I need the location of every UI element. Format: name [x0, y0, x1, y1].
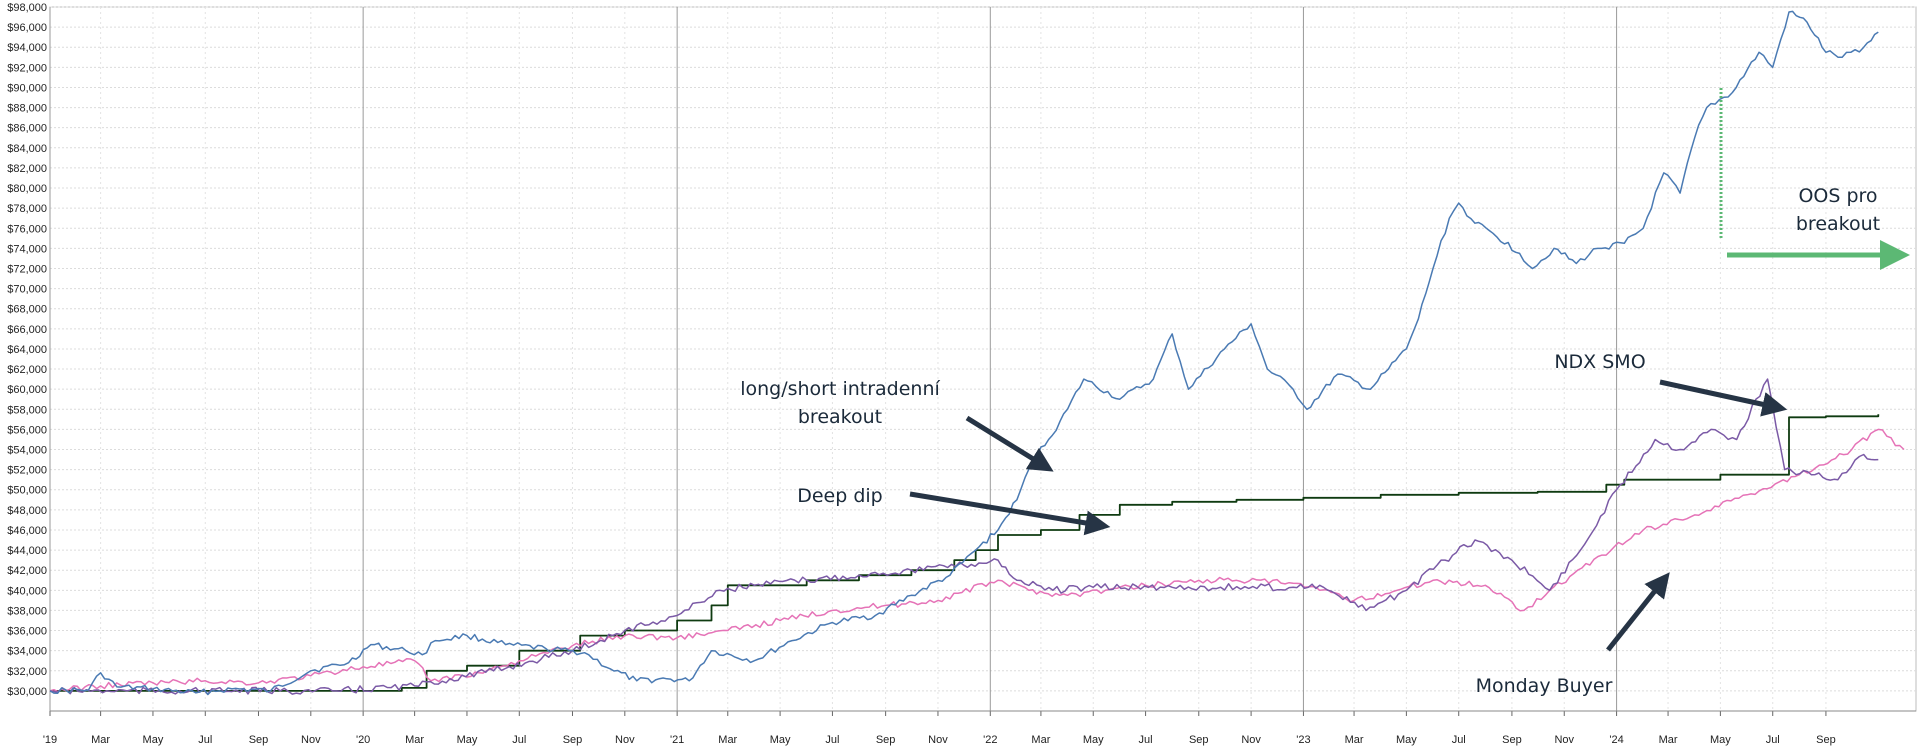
y-tick-label: $58,000 [7, 404, 47, 416]
annotation-deep-dip: Deep dip [797, 485, 883, 507]
series-line-pink [49, 428, 1905, 693]
x-tick-label: Sep [249, 734, 269, 746]
x-tick-label: Jul [825, 734, 839, 746]
y-tick-label: $94,000 [7, 42, 47, 54]
annotation-line: Deep dip [797, 485, 883, 507]
x-tick-label: May [770, 734, 791, 746]
x-tick-label: Sep [1816, 734, 1836, 746]
x-tick-label: '20 [356, 734, 370, 746]
y-tick-label: $64,000 [7, 344, 47, 356]
series-line-green [49, 414, 1880, 692]
annotation-line: breakout [1796, 213, 1880, 235]
grid [49, 6, 1917, 712]
y-tick-label: $82,000 [7, 163, 47, 175]
x-tick-label: Nov [301, 734, 321, 746]
y-tick-label: $72,000 [7, 263, 47, 275]
y-tick-label: $54,000 [7, 445, 47, 457]
y-tick-label: $34,000 [7, 646, 47, 658]
x-tick-label: May [1396, 734, 1417, 746]
y-tick-label: $40,000 [7, 585, 47, 597]
y-tick-label: $62,000 [7, 364, 47, 376]
annotation-monday-buyer: Monday Buyer [1476, 675, 1613, 697]
annotation-long-short-breakout: long/short intradenní breakout [740, 378, 940, 428]
x-tick-label: '23 [1296, 734, 1310, 746]
y-tick-label: $32,000 [7, 666, 47, 678]
x-tick-label: '21 [670, 734, 684, 746]
y-tick-label: $38,000 [7, 605, 47, 617]
x-tick-label: Sep [876, 734, 896, 746]
x-tick-label: Sep [1189, 734, 1209, 746]
y-tick-label: $44,000 [7, 545, 47, 557]
y-tick-label: $96,000 [7, 22, 47, 34]
y-tick-label: $92,000 [7, 62, 47, 74]
x-tick-label: Nov [1241, 734, 1261, 746]
y-tick-label: $84,000 [7, 143, 47, 155]
y-tick-label: $46,000 [7, 525, 47, 537]
arrow-deep-dip [909, 491, 1111, 536]
x-tick-label: '22 [983, 734, 997, 746]
x-tick-label: Mar [1031, 734, 1050, 746]
y-tick-label: $56,000 [7, 424, 47, 436]
arrow-long-short-breakout [965, 415, 1054, 472]
y-tick-label: $70,000 [7, 284, 47, 296]
series-line-purple [49, 378, 1879, 695]
annotation-oos-breakout: OOS pro breakout [1796, 185, 1880, 235]
annotation-ndx-smo: NDX SMO [1554, 351, 1645, 373]
x-tick-label: Sep [1502, 734, 1522, 746]
x-tick-label: Mar [1659, 734, 1678, 746]
arrow-monday-buyer [1606, 572, 1670, 652]
y-tick-label: $60,000 [7, 384, 47, 396]
series-line-blue [49, 10, 1879, 696]
y-tick-label: $52,000 [7, 465, 47, 477]
x-tick-label: Nov [615, 734, 635, 746]
annotation-group: long/short intradenní breakout Deep dip NDX… [740, 88, 1910, 697]
series-group [49, 10, 1905, 696]
y-tick-label: $88,000 [7, 103, 47, 115]
x-tick-label: Sep [563, 734, 583, 746]
arrow-ndx-smo [1659, 379, 1788, 417]
y-tick-label: $86,000 [7, 123, 47, 135]
x-tick-label: May [1710, 734, 1731, 746]
x-tick-label: May [457, 734, 478, 746]
y-tick-label: $98,000 [7, 2, 47, 14]
x-tick-label: May [143, 734, 164, 746]
x-tick-label: Jul [1766, 734, 1780, 746]
annotation-line: long/short intradenní [740, 378, 940, 400]
x-tick-label: Mar [1345, 734, 1364, 746]
x-tick-label: '24 [1609, 734, 1623, 746]
y-tick-label: $78,000 [7, 203, 47, 215]
x-tick-label: Jul [512, 734, 526, 746]
x-tick-label: Jul [1452, 734, 1466, 746]
y-tick-label: $90,000 [7, 82, 47, 94]
x-tick-label: Mar [405, 734, 424, 746]
y-tick-label: $36,000 [7, 626, 47, 638]
x-tick-label: May [1083, 734, 1104, 746]
y-tick-label: $74,000 [7, 243, 47, 255]
x-axis: '19 Mar May Jul Sep Nov '20 Mar May Jul Sep Nov '21 M… [43, 710, 1916, 746]
x-tick-label: Jul [198, 734, 212, 746]
x-tick-label: '19 [43, 734, 57, 746]
annotation-line: OOS pro [1798, 185, 1877, 207]
y-tick-label: $80,000 [7, 183, 47, 195]
x-tick-label: Mar [91, 734, 110, 746]
y-tick-label: $66,000 [7, 324, 47, 336]
x-tick-label: Mar [718, 734, 737, 746]
annotation-line: NDX SMO [1554, 351, 1645, 373]
x-tick-label: Nov [928, 734, 948, 746]
y-tick-label: $30,000 [7, 686, 47, 698]
y-tick-label: $76,000 [7, 223, 47, 235]
annotation-line: breakout [798, 406, 882, 428]
x-tick-label: Nov [1554, 734, 1574, 746]
y-axis: $30,000 $32,000 $34,000 $36,000 $38,000 $40,0… [7, 2, 47, 698]
y-tick-label: $48,000 [7, 505, 47, 517]
x-tick-label: Jul [1139, 734, 1153, 746]
y-tick-label: $42,000 [7, 565, 47, 577]
y-tick-label: $50,000 [7, 485, 47, 497]
y-tick-label: $68,000 [7, 304, 47, 316]
annotation-line: Monday Buyer [1476, 675, 1613, 697]
